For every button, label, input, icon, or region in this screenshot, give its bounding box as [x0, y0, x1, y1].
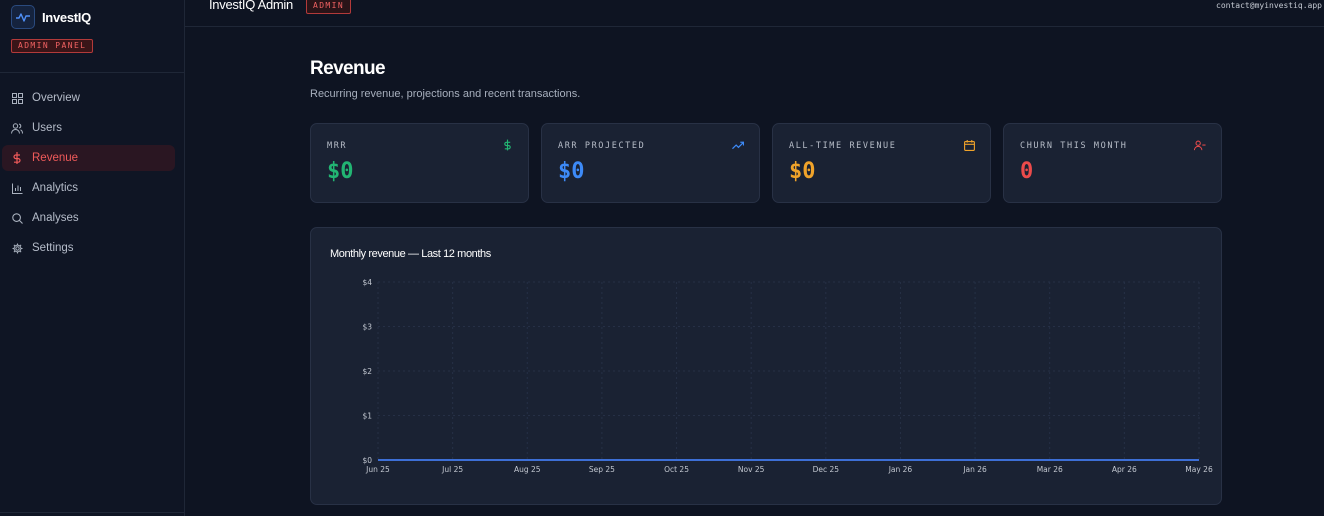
y-tick-label: $0 [362, 456, 372, 465]
sidebar-item-analyses[interactable]: Analyses [2, 205, 175, 231]
y-tick-label: $3 [362, 323, 372, 332]
x-tick-label: Apr 26 [1112, 465, 1137, 474]
page-subtitle: Recurring revenue, projections and recen… [310, 88, 581, 100]
users-icon [11, 122, 23, 134]
dollar-icon [11, 152, 23, 164]
x-tick-label: Dec 25 [813, 465, 840, 474]
sidebar-item-overview[interactable]: Overview [2, 85, 175, 111]
calendar-icon [963, 139, 975, 151]
page-title: Revenue [310, 58, 386, 79]
sidebar-item-label: Revenue [32, 152, 79, 164]
y-tick-label: $1 [362, 412, 372, 421]
x-tick-label: Jan 26 [888, 465, 913, 474]
brand[interactable]: InvestIQ [11, 5, 91, 29]
sidebar-item-label: Overview [32, 92, 80, 104]
sidebar: InvestIQ ADMIN PANEL Overview Users Reve… [0, 0, 185, 516]
x-tick-label: Sep 25 [589, 465, 615, 474]
x-tick-label: Oct 25 [664, 465, 689, 474]
y-tick-label: $2 [362, 367, 372, 376]
sidebar-item-label: Users [32, 122, 63, 134]
sidebar-divider [0, 72, 184, 73]
sidebar-item-label: Analyses [32, 212, 79, 224]
gear-icon [11, 242, 23, 254]
sidebar-item-label: Analytics [32, 182, 79, 194]
sidebar-item-label: Settings [32, 242, 74, 254]
trending-up-icon [732, 139, 744, 151]
stat-value: $0 [789, 159, 816, 184]
sidebar-bottom-divider [0, 512, 184, 513]
admin-panel-badge: ADMIN PANEL [11, 39, 94, 53]
x-tick-label: Jun 25 [365, 465, 390, 474]
stat-value: $0 [327, 159, 354, 184]
grid-icon [11, 92, 23, 104]
y-tick-label: $4 [362, 278, 372, 287]
x-tick-label: Jan 26 [962, 465, 987, 474]
x-tick-label: Aug 25 [514, 465, 541, 474]
bar-chart-icon [11, 182, 23, 194]
stat-label: MRR [327, 141, 348, 151]
x-tick-label: Jul 25 [441, 465, 463, 474]
stat-label: ALL-TIME REVENUE [789, 141, 897, 151]
stat-value: 0 [1020, 159, 1034, 184]
stat-value: $0 [558, 159, 585, 184]
chart-title: Monthly revenue — Last 12 months [330, 248, 491, 260]
x-tick-label: Nov 25 [738, 465, 765, 474]
sidebar-item-settings[interactable]: Settings [2, 235, 175, 261]
brand-name: InvestIQ [42, 9, 91, 25]
dollar-icon [501, 139, 513, 151]
admin-badge: ADMIN [306, 0, 352, 14]
stat-card-arr-projected: ARR PROJECTED $0 [541, 123, 760, 203]
revenue-line-chart: $0 $1 $2 $3 $4 Jun 25 Jul 25 Aug 25 Sep 25 Oct 25… [362, 278, 1213, 474]
sidebar-item-analytics[interactable]: Analytics [2, 175, 175, 201]
stat-card-churn-this-month: CHURN THIS MONTH 0 [1003, 123, 1222, 203]
stat-label: CHURN THIS MONTH [1020, 141, 1128, 151]
x-tick-label: Mar 26 [1037, 465, 1063, 474]
sidebar-item-revenue[interactable]: Revenue [2, 145, 175, 171]
stat-label: ARR PROJECTED [558, 141, 646, 151]
sidebar-item-users[interactable]: Users [2, 115, 175, 141]
stat-card-all-time-revenue: ALL-TIME REVENUE $0 [772, 123, 991, 203]
monthly-revenue-chart-card: Monthly revenue — Last 12 months $0 $1 $2 $… [310, 227, 1222, 505]
header-title: InvestIQ Admin [209, 0, 293, 12]
top-header: InvestIQ Admin ADMIN contact@myinvestiq.… [185, 0, 1324, 27]
stat-card-mrr: MRR $0 [310, 123, 529, 203]
contact-email[interactable]: contact@myinvestiq.app [1216, 1, 1322, 10]
pulse-logo-icon [11, 5, 35, 29]
user-minus-icon [1194, 139, 1206, 151]
search-icon [11, 212, 23, 224]
x-tick-label: May 26 [1185, 465, 1213, 474]
sidebar-nav: Overview Users Revenue Analytics Analyse… [2, 85, 175, 265]
